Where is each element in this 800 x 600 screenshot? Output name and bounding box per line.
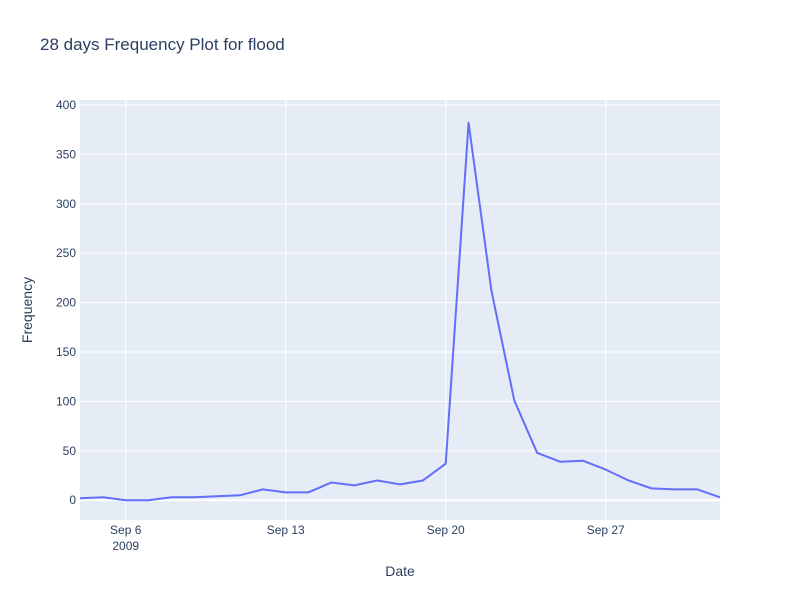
- y-tick-label: 300: [56, 197, 76, 211]
- y-tick-label: 400: [56, 98, 76, 112]
- x-axis-ticks: Sep 6 2009 Sep 13 Sep 20 Sep 27: [110, 523, 625, 553]
- y-tick-label: 250: [56, 246, 76, 260]
- y-tick-label: 50: [63, 444, 77, 458]
- y-axis-title: Frequency: [19, 277, 35, 343]
- y-tick-label: 100: [56, 394, 76, 408]
- gridlines: [80, 100, 720, 520]
- plot-area: [80, 100, 720, 520]
- series-layer: [79, 121, 721, 502]
- x-tick-label: Sep 13: [267, 523, 305, 537]
- x-tick-label: Sep 6: [110, 523, 142, 537]
- x-tick-label: Sep 20: [427, 523, 465, 537]
- y-axis-ticks: 0 50 100 150 200 250 300 350 400: [56, 98, 76, 507]
- y-tick-label: 350: [56, 147, 76, 161]
- y-tick-label: 150: [56, 345, 76, 359]
- y-tick-label: 0: [69, 493, 76, 507]
- y-tick-label: 200: [56, 296, 76, 310]
- x-tick-year-label: 2009: [112, 539, 139, 553]
- series-line: [79, 121, 721, 502]
- x-axis-title: Date: [385, 563, 415, 579]
- x-tick-label: Sep 27: [587, 523, 625, 537]
- chart-title: 28 days Frequency Plot for flood: [40, 35, 285, 54]
